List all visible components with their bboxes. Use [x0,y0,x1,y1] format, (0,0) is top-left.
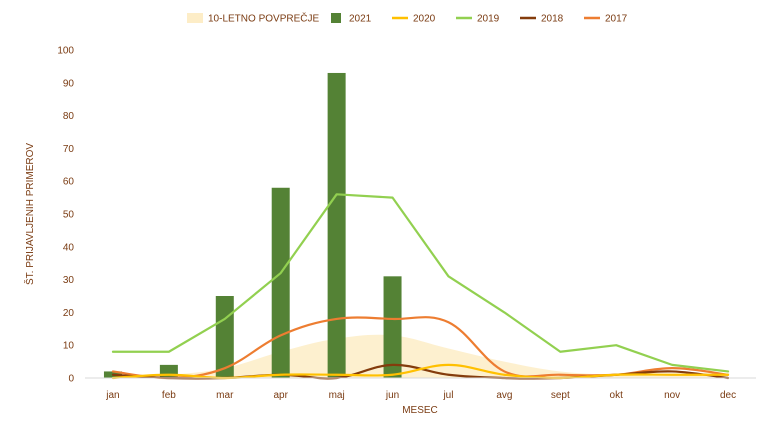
x-tick-label: avg [496,390,512,401]
y-tick-label: 10 [63,341,75,352]
y-axis-title: ŠT. PRIJAVLJENIH PRIMEROV [23,143,36,285]
x-tick-label: dec [720,390,736,401]
bar-2021-feb [159,364,178,378]
bar-layer [103,72,402,379]
x-tick-label: apr [273,390,288,401]
x-tick-label: jun [385,390,399,401]
legend-swatch-10-letno-povpre-je [187,13,203,23]
x-tick-label: maj [329,390,345,401]
line-2019 [111,193,730,373]
y-tick-labels: 0 10 20 30 40 50 60 70 80 90 100 [57,46,74,385]
legend: 10-LETNO POVPREČJE 2021 2020 2019 2018 2017 [187,12,628,25]
y-tick-label: 90 [63,78,75,89]
y-tick-label: 70 [63,144,75,155]
x-tick-label: sept [551,390,570,401]
legend-label-2018: 2018 [541,14,564,25]
x-tick-label: jan [105,390,119,401]
x-tick-label: jul [442,390,453,401]
legend-label-2021: 2021 [349,14,372,25]
legend-label-2017: 2017 [605,14,628,25]
y-tick-label: 80 [63,111,75,122]
y-tick-label: 100 [57,46,74,57]
x-tick-label: nov [664,390,680,401]
legend-label-2020: 2020 [413,14,436,25]
bar-2021-jun [383,276,402,378]
x-tick-labels: jan feb mar apr maj jun jul avg sept okt nov dec [105,390,736,401]
y-tick-label: 40 [63,242,75,253]
y-tick-label: 50 [63,210,75,221]
y-tick-label: 30 [63,275,75,286]
bar-2021-maj [327,72,346,379]
average-area-layer [112,334,729,378]
legend-label-2019: 2019 [477,14,500,25]
y-tick-label: 0 [68,374,74,385]
area-10-letno-povpre-je [112,334,729,378]
x-axis-title: MESEC [402,405,438,416]
y-tick-label: 20 [63,308,75,319]
y-tick-label: 60 [63,177,75,188]
bar-2021-apr [271,187,290,378]
x-tick-label: mar [216,390,234,401]
legend-label-10-letno-povpre-je: 10-LETNO POVPREČJE [208,12,319,25]
x-tick-label: okt [610,390,624,401]
x-tick-label: feb [162,390,176,401]
legend-swatch-2021 [331,13,341,23]
